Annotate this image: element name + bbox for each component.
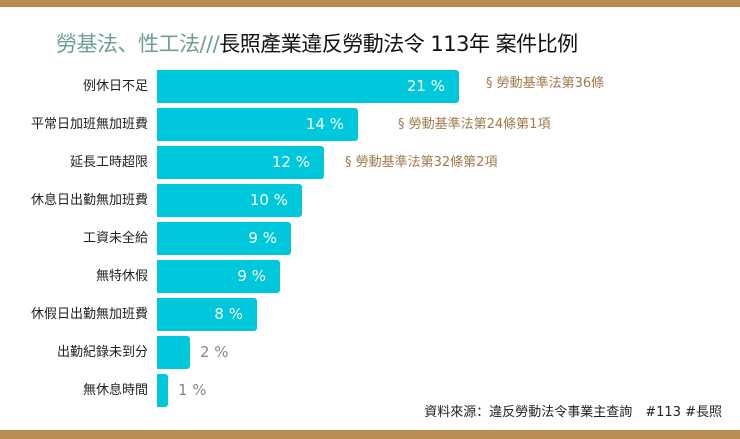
category-label: 休假日出勤無加班費 [30, 307, 148, 322]
chart-row: 休息日出勤無加班費 10 % [0, 184, 740, 217]
bar: 8 % [157, 298, 257, 331]
bar: 14 % [157, 108, 358, 141]
bar: 10 % [157, 184, 302, 217]
bar [157, 336, 190, 369]
chart-row: 例休日不足 21 % § 勞動基準法第36條 [0, 70, 740, 103]
category-label: 工資未全給 [82, 231, 148, 246]
value-label: 10 % [249, 191, 288, 209]
chart-row: 無特休假 9 % [0, 260, 740, 293]
source-note: 資料來源：違反勞動法令事業主查詢 #113 #長照 [424, 405, 722, 420]
chart-row: 延長工時超限 12 % § 勞動基準法第32條第2項 [0, 146, 740, 179]
value-label: 14 % [305, 115, 344, 133]
value-label: 1 % [178, 381, 207, 399]
law-reference: § 勞動基準法第24條第1項 [398, 117, 551, 132]
category-label: 延長工時超限 [69, 155, 148, 170]
value-label: 12 % [271, 153, 310, 171]
bar [157, 374, 168, 407]
value-label: 8 % [214, 305, 243, 323]
law-reference: § 勞動基準法第32條第2項 [345, 155, 498, 170]
chart-title: 勞基法、性工法///長照產業違反勞動法令 113年 案件比例 [56, 28, 578, 58]
title-prefix: 勞基法、性工法/// [56, 32, 220, 56]
bar: 9 % [157, 222, 291, 255]
value-label: 9 % [237, 267, 266, 285]
value-label: 2 % [200, 343, 229, 361]
chart-row: 出勤紀錄未到分 2 % [0, 336, 740, 369]
chart-row: 工資未全給 9 % [0, 222, 740, 255]
category-label: 平常日加班無加班費 [30, 117, 148, 132]
chart-row: 平常日加班無加班費 14 % § 勞動基準法第24條第1項 [0, 108, 740, 141]
category-label: 無休息時間 [82, 383, 148, 398]
chart-row: 休假日出勤無加班費 8 % [0, 298, 740, 331]
bar: 9 % [157, 260, 280, 293]
title-main: 長照產業違反勞動法令 113年 案件比例 [219, 32, 578, 56]
value-label: 21 % [406, 77, 445, 95]
value-label: 9 % [248, 229, 277, 247]
category-label: 出勤紀錄未到分 [56, 345, 148, 360]
category-label: 例休日不足 [82, 79, 148, 94]
chart-row: 無休息時間 1 % [0, 374, 740, 407]
bar: 21 % [157, 70, 459, 103]
bar: 12 % [157, 146, 324, 179]
top-band [0, 0, 740, 7]
category-label: 無特休假 [95, 269, 148, 284]
category-label: 休息日出勤無加班費 [30, 193, 148, 208]
bottom-band [0, 430, 740, 439]
law-reference: § 勞動基準法第36條 [486, 76, 605, 91]
